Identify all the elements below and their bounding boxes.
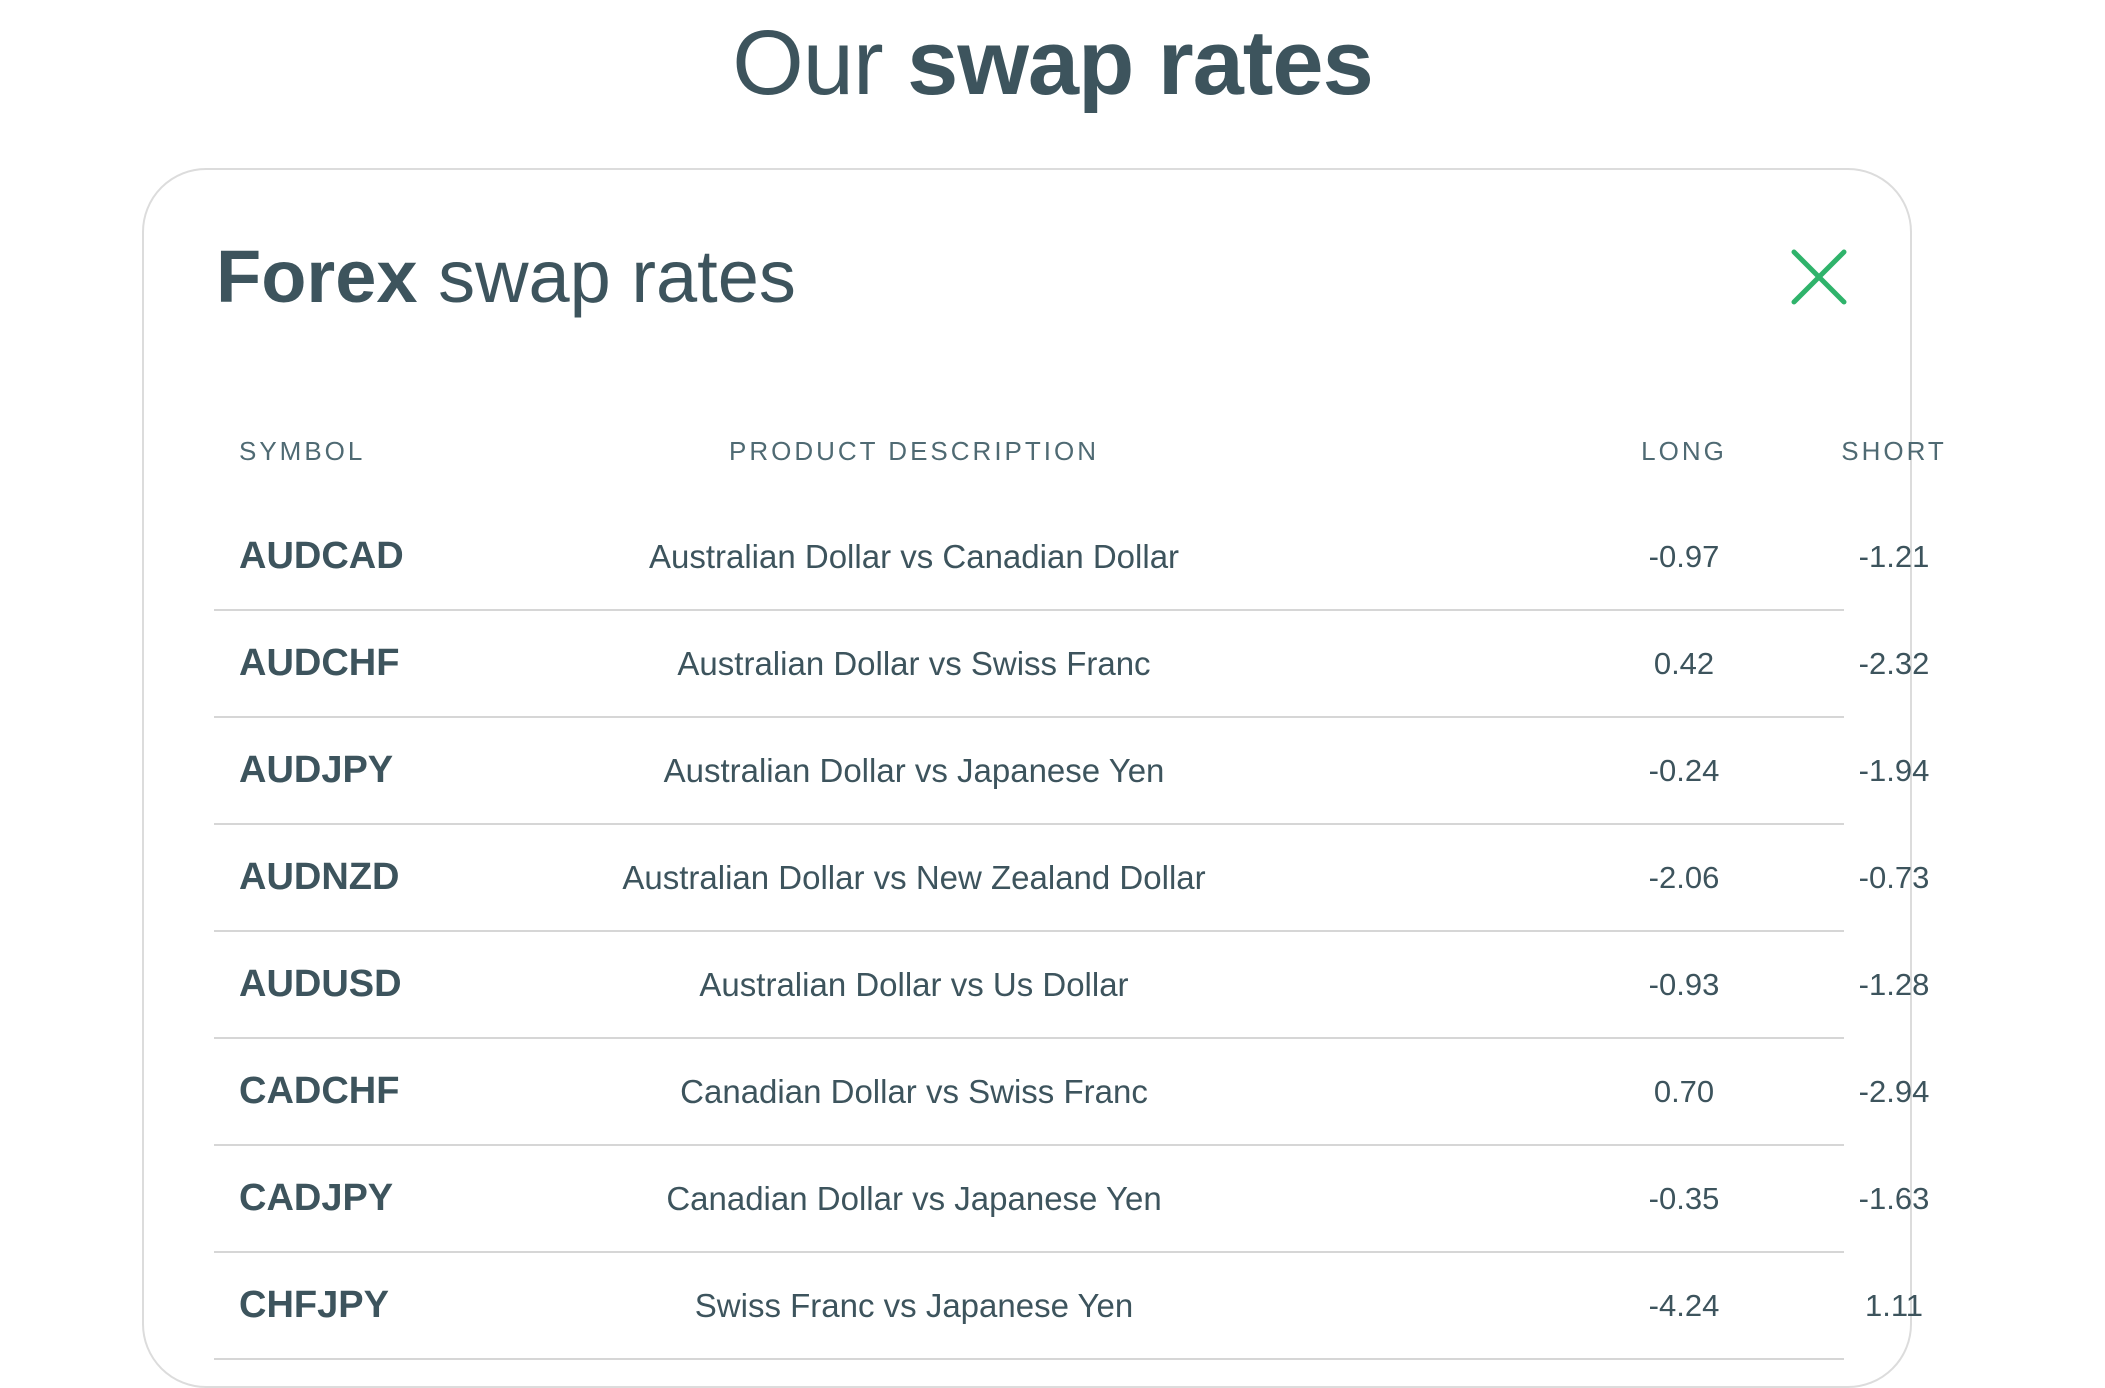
long-cell: -0.93 (1648, 967, 1720, 1002)
description-cell: Australian Dollar vs New Zealand Dollar (622, 859, 1206, 896)
description-cell: Canadian Dollar vs Japanese Yen (666, 1180, 1162, 1217)
table-row: CADCHF Canadian Dollar vs Swiss Franc 0.… (214, 1039, 1929, 1146)
page-title-bold: swap rates (907, 12, 1374, 114)
page-title: Our swap rates (0, 8, 2105, 118)
page-title-regular: Our (732, 12, 883, 114)
long-cell: -0.35 (1648, 1181, 1720, 1216)
symbol-cell: CADCHF (239, 1070, 400, 1112)
short-cell: -2.32 (1858, 646, 1930, 681)
table-row: CHFJPY Swiss Franc vs Japanese Yen -4.24… (214, 1253, 1923, 1360)
symbol-cell: AUDJPY (239, 749, 394, 791)
long-cell: -0.97 (1648, 539, 1720, 574)
symbol-cell: AUDCAD (239, 535, 404, 577)
table-row: CADJPY Canadian Dollar vs Japanese Yen -… (214, 1146, 1929, 1253)
table-row: AUDCAD Australian Dollar vs Canadian Dol… (214, 504, 1929, 611)
table-row: AUDUSD Australian Dollar vs Us Dollar -0… (214, 932, 1929, 1039)
description-cell: Australian Dollar vs Japanese Yen (663, 752, 1165, 789)
short-cell: -1.94 (1858, 753, 1930, 788)
long-cell: 0.42 (1653, 646, 1715, 681)
card-title-regular: swap rates (438, 235, 796, 318)
header-product-description: PRODUCT DESCRIPTION (729, 436, 1099, 466)
long-cell: -0.24 (1648, 753, 1720, 788)
table-header-row: SYMBOL PRODUCT DESCRIPTION LONG SHORT (214, 402, 1944, 504)
swap-rates-table: SYMBOL PRODUCT DESCRIPTION LONG SHORT AU… (214, 402, 1944, 1360)
forex-swap-rates-card: Forex swap rates SYMBOL PRODUCT DESCRIPT… (142, 168, 1944, 1388)
table-row: AUDCHF Australian Dollar vs Swiss Franc … (214, 611, 1929, 718)
description-cell: Australian Dollar vs Swiss Franc (677, 645, 1151, 682)
long-cell: -4.24 (1648, 1288, 1720, 1323)
short-cell: -0.73 (1858, 860, 1930, 895)
header-symbol: SYMBOL (239, 436, 366, 466)
symbol-cell: CADJPY (239, 1177, 394, 1219)
description-cell: Australian Dollar vs Canadian Dollar (648, 538, 1180, 575)
description-cell: Swiss Franc vs Japanese Yen (694, 1287, 1134, 1324)
symbol-cell: AUDNZD (239, 856, 400, 898)
header-short: SHORT (1841, 436, 1947, 466)
table-row: AUDJPY Australian Dollar vs Japanese Yen… (214, 718, 1929, 825)
short-cell: -1.21 (1858, 539, 1930, 574)
table-row: AUDNZD Australian Dollar vs New Zealand … (214, 825, 1929, 932)
symbol-cell: AUDCHF (239, 642, 400, 684)
symbol-cell: AUDUSD (239, 963, 402, 1005)
short-cell: -2.94 (1858, 1074, 1930, 1109)
close-button[interactable] (1790, 248, 1848, 306)
header-long: LONG (1641, 436, 1727, 466)
card-title-bold: Forex (216, 235, 418, 318)
description-cell: Canadian Dollar vs Swiss Franc (680, 1073, 1148, 1110)
short-cell: 1.11 (1864, 1288, 1924, 1323)
long-cell: 0.70 (1653, 1074, 1715, 1109)
short-cell: -1.63 (1858, 1181, 1930, 1216)
short-cell: -1.28 (1858, 967, 1930, 1002)
card-title: Forex swap rates (216, 232, 796, 322)
long-cell: -2.06 (1648, 860, 1720, 895)
close-icon (1791, 249, 1847, 305)
description-cell: Australian Dollar vs Us Dollar (699, 966, 1129, 1003)
symbol-cell: CHFJPY (239, 1284, 389, 1326)
